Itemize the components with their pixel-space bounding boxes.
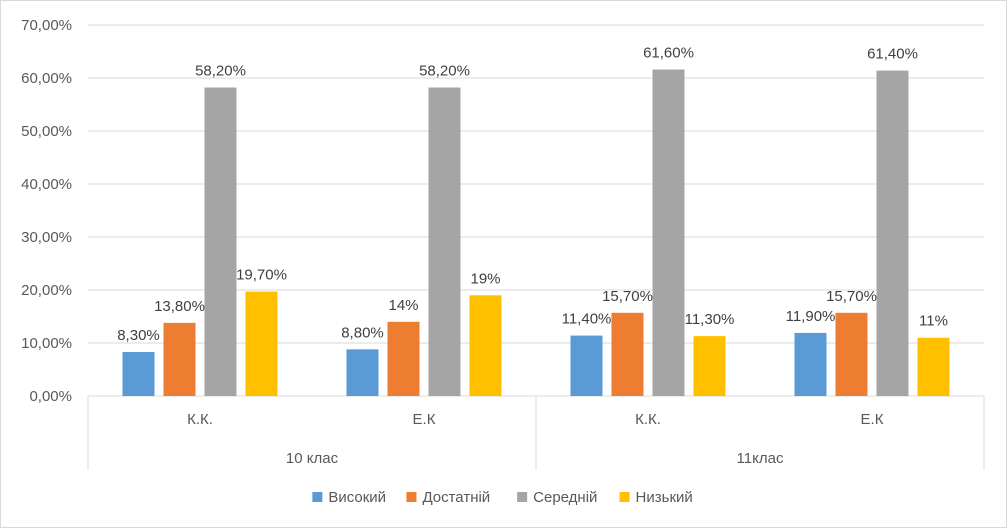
x-category-label: К.К. [635, 411, 661, 428]
data-label: 11% [919, 313, 948, 330]
y-tick-label: 60,00% [21, 70, 72, 87]
data-label: 15,70% [602, 288, 653, 305]
y-tick-label: 20,00% [21, 282, 72, 299]
bar-4-1 [245, 291, 278, 396]
bar-1-1 [122, 352, 155, 396]
bar-3-4 [876, 70, 909, 396]
data-label: 58,20% [195, 63, 246, 80]
bar-1-4 [794, 332, 827, 396]
data-label: 15,70% [826, 288, 877, 305]
data-label: 19% [470, 270, 500, 287]
data-label: 13,80% [154, 298, 205, 315]
data-label: 11,90% [786, 308, 836, 325]
legend-label: Високий [328, 489, 386, 506]
data-label: 8,80% [341, 324, 384, 341]
x-group-label: 10 клас [286, 450, 339, 467]
data-label: 11,30% [685, 311, 735, 328]
legend-swatch [312, 492, 323, 502]
bar-4-2 [469, 295, 502, 396]
x-group-label: 11клас [737, 450, 784, 467]
legend-swatch [619, 492, 630, 502]
x-category-label: К.К. [187, 411, 213, 428]
data-label: 61,60% [643, 45, 694, 62]
data-label: 58,20% [419, 63, 470, 80]
data-label: 61,40% [867, 46, 918, 63]
bar-3-2 [428, 87, 461, 396]
bar-3-1 [204, 87, 237, 396]
bar-1-3 [570, 335, 603, 396]
y-tick-label: 10,00% [21, 335, 72, 352]
y-tick-label: 40,00% [21, 176, 72, 193]
bar-4-4 [917, 337, 950, 396]
x-category-label: Е.К [861, 411, 884, 428]
legend-swatch [517, 492, 528, 502]
data-label: 14% [388, 297, 418, 314]
data-label: 11,40% [562, 311, 612, 328]
y-tick-label: 30,00% [21, 229, 72, 246]
legend-label: Середній [533, 489, 597, 506]
legend-label: Низький [636, 489, 693, 506]
bar-2-3 [611, 312, 644, 396]
legend-swatch [406, 492, 417, 502]
bar-2-4 [835, 312, 868, 396]
bar-4-3 [693, 336, 726, 396]
bar-2-1 [163, 322, 196, 396]
data-label: 8,30% [117, 327, 160, 344]
legend-label: Достатній [422, 489, 490, 506]
y-tick-label: 70,00% [21, 17, 72, 34]
bar-1-2 [346, 349, 379, 396]
y-tick-label: 0,00% [29, 388, 72, 405]
data-label: 19,70% [236, 267, 287, 284]
bar-2-2 [387, 321, 420, 396]
x-category-label: Е.К [413, 411, 436, 428]
bar-3-3 [652, 69, 685, 397]
y-tick-label: 50,00% [21, 123, 72, 140]
